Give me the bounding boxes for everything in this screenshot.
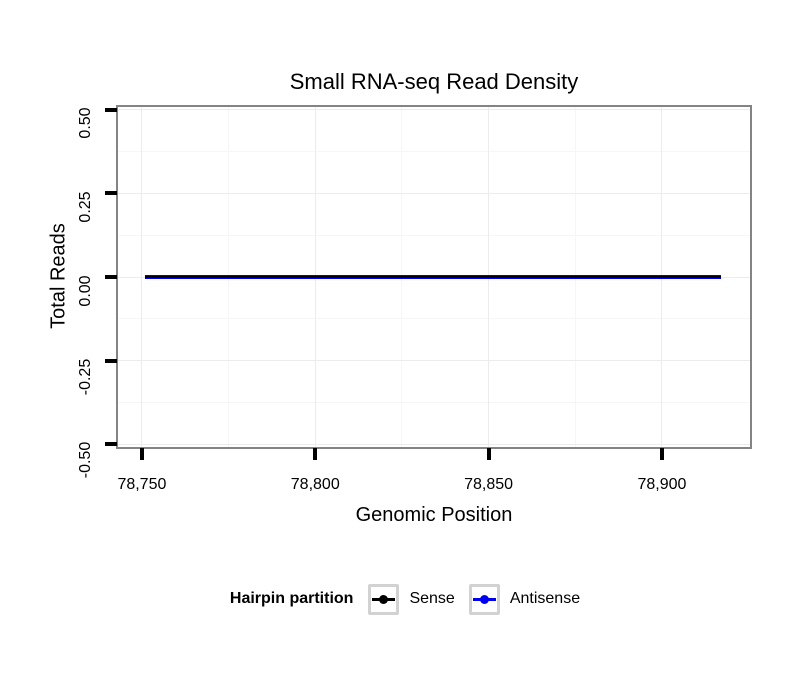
y-tick-label: 0.25	[77, 191, 94, 223]
x-tick	[659, 448, 664, 460]
y-tick	[105, 275, 117, 279]
x-tick-label: 78,900	[637, 476, 687, 493]
y-tick-label: -0.25	[77, 358, 94, 395]
y-tick	[105, 191, 117, 196]
legend: Hairpin partition Sense Antisense	[0, 583, 810, 615]
x-tick-label: 78,750	[117, 476, 167, 493]
y-tick	[105, 107, 117, 112]
x-tick	[313, 448, 318, 460]
legend-label-sense: Sense	[409, 590, 455, 607]
y-gridline-minor	[118, 318, 750, 320]
chart-title: Small RNA-seq Read Density	[289, 69, 579, 94]
legend-key-sense	[368, 583, 400, 615]
y-gridline-minor	[118, 150, 750, 152]
y-tick	[105, 358, 117, 363]
x-tick	[139, 448, 144, 460]
legend-key-dot	[379, 594, 389, 604]
y-gridline-minor	[118, 234, 750, 236]
y-gridline-major	[118, 443, 750, 445]
legend-label-antisense: Antisense	[509, 590, 581, 607]
y-axis-title: Total Reads	[47, 223, 70, 329]
y-tick-label: 0.00	[77, 274, 94, 307]
y-gridline-minor	[118, 402, 750, 404]
y-tick	[105, 442, 117, 447]
x-tick-label: 78,800	[290, 476, 340, 493]
legend-title: Hairpin partition	[229, 590, 354, 607]
x-axis-title: Genomic Position	[355, 504, 513, 526]
y-gridline-major	[118, 109, 750, 110]
series-line-sense	[145, 276, 721, 278]
y-gridline-major	[118, 192, 750, 194]
legend-key-antisense	[468, 583, 500, 615]
x-tick-label: 78,850	[464, 476, 514, 493]
y-gridline-major	[118, 360, 750, 362]
legend-key-dot	[479, 594, 489, 604]
x-tick	[486, 448, 491, 460]
y-tick-label: 0.50	[77, 107, 94, 139]
y-tick-label: -0.50	[77, 442, 94, 479]
plot-panel	[116, 105, 752, 449]
